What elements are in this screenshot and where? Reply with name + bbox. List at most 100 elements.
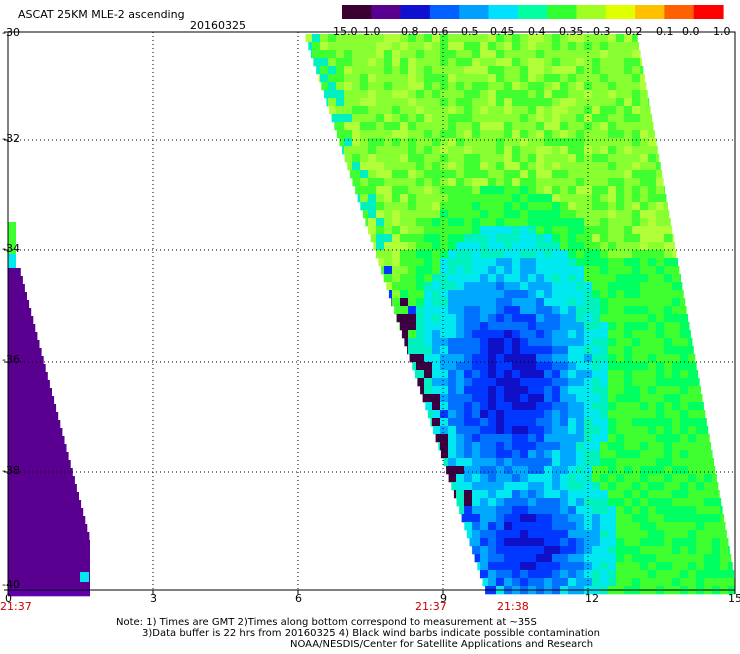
swath-cell [352,130,360,138]
swath-cell [568,138,576,146]
swath-cell [8,276,23,284]
swath-cell [480,466,488,474]
swath-cell [504,418,512,426]
swath-cell [592,338,600,346]
swath-cell [480,482,488,490]
swath-cell [424,386,432,394]
swath-cell [632,66,640,74]
swath-cell [672,498,680,506]
swath-cell [656,170,662,178]
swath-cell [560,354,568,362]
swath-cell [672,418,680,426]
swath-cell [640,330,648,338]
swath-cell [512,506,520,514]
swath-cell [440,154,448,162]
swath-cell [472,226,480,234]
swath-cell [454,490,456,498]
swath-cell [464,490,472,498]
swath-cell [536,474,544,482]
swath-cell [440,338,448,346]
swath-cell [332,114,337,122]
swath-cell [432,274,440,282]
swath-cell [448,210,456,218]
swath-cell [600,522,608,530]
swath-cell [608,514,616,522]
swath-cell [664,466,672,474]
swath-cell [576,482,584,490]
swath-cell [412,362,416,370]
swath-cell [408,66,416,74]
swath-cell [408,146,416,154]
swath-cell [376,202,384,210]
swath-cell [624,258,632,266]
swath-cell [616,338,624,346]
swath-cell [632,74,640,82]
swath-cell [440,242,448,250]
swath-cell [632,210,640,218]
swath-cell [8,388,52,396]
swath-cell [648,258,656,266]
swath-cell [480,154,488,162]
swath-cell [600,498,608,506]
swath-cell [600,186,608,194]
swath-cell [536,506,544,514]
swath-cell [512,474,520,482]
swath-cell [488,114,496,122]
swath-cell [544,90,552,98]
swath-cell [480,362,488,370]
swath-cell [472,426,480,434]
swath-cell [584,418,592,426]
swath-cell [488,418,496,426]
swath-cell [504,322,512,330]
swath-cell [528,234,536,242]
swath-cell [520,354,528,362]
swath-cell [464,402,472,410]
swath-cell [496,282,504,290]
swath-cell [432,90,440,98]
swath-cell [520,474,528,482]
swath-cell [480,514,488,522]
swath-cell [672,266,679,274]
swath-cell [656,426,664,434]
swath-cell [624,522,632,530]
swath-cell [376,218,384,226]
swath-cell [584,210,592,218]
swath-cell [600,90,608,98]
swath-cell [480,226,488,234]
swath-cell [488,514,496,522]
swath-cell [576,98,584,106]
swath-cell [664,338,672,346]
swath-cell [640,394,648,402]
swath-cell [568,298,576,306]
swath-cell [616,186,624,194]
swath-cell [520,218,528,226]
swath-cell [448,458,456,466]
swath-cell [600,394,608,402]
swath-cell [568,82,576,90]
colorbar-label: -0.1 [652,26,673,38]
swath-cell [472,522,480,530]
swath-cell [552,458,560,466]
swath-cell [504,138,512,146]
swath-cell [352,162,360,170]
swath-cell [424,394,432,402]
swath-cell [352,170,360,178]
swath-cell [536,466,544,474]
swath-cell [648,314,656,322]
swath-cell [656,354,664,362]
swath-cell [440,394,448,402]
swath-cell [440,442,448,450]
swath-cell [400,218,408,226]
swath-cell [576,538,584,546]
swath-cell [584,354,592,362]
swath-cell [480,138,488,146]
swath-cell [392,130,400,138]
swath-cell [704,490,712,498]
swath-cell [496,50,504,58]
colorbar-label: -0.5 [457,26,478,38]
swath-cell [616,562,624,570]
swath-cell [680,298,685,306]
swath-cell [472,50,480,58]
swath-cell [584,370,592,378]
swath-cell [448,58,456,66]
